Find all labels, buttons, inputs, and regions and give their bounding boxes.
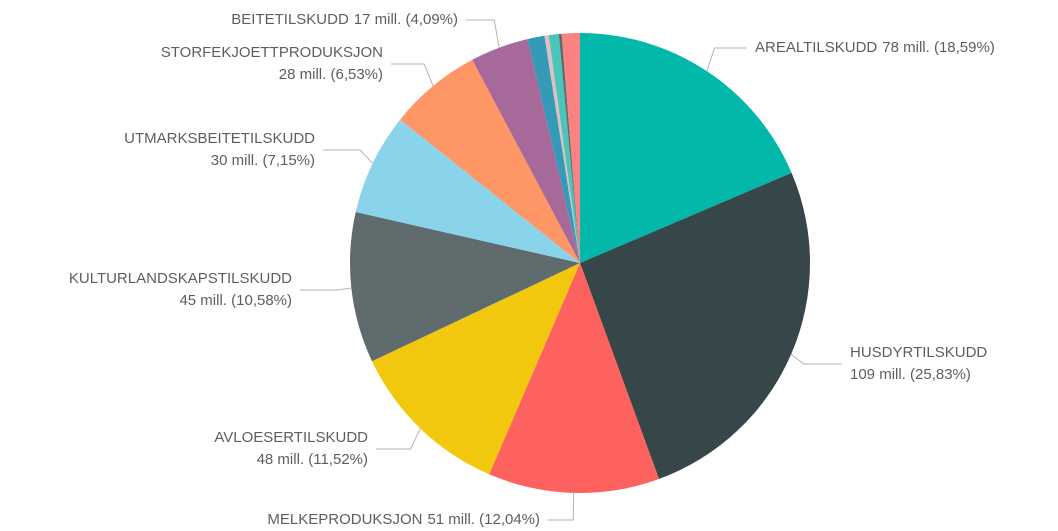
pie-slice	[355, 119, 580, 263]
data-label: AVLOESERTILSKUDD 48 mill. (11,52%)	[214, 429, 368, 468]
pie-slice	[561, 33, 580, 263]
data-label: AREALTILSKUDD 78 mill. (18,59%)	[755, 39, 995, 56]
leader-line	[548, 492, 575, 521]
pie-slice	[527, 35, 580, 263]
data-label: KULTURLANDSKAPSTILSKUDD 45 mill. (10,58%)	[69, 270, 292, 309]
value-label: 30 mill. (7,15%)	[211, 152, 315, 169]
category-label: AVLOESERTILSKUDD	[214, 429, 368, 446]
value-label: 17 mill. (4,09%)	[354, 11, 458, 28]
data-label: MELKEPRODUKSJON 51 mill. (12,04%)	[267, 511, 540, 528]
category-label: HUSDYRTILSKUDD	[850, 344, 987, 361]
category-label: AREALTILSKUDD	[755, 39, 877, 56]
category-label: MELKEPRODUKSJON	[267, 511, 422, 528]
leader-line	[300, 287, 352, 291]
value-label: 45 mill. (10,58%)	[179, 292, 292, 309]
data-label: BEITETILSKUDD 17 mill. (4,09%)	[231, 11, 458, 28]
value-label: 51 mill. (12,04%)	[427, 511, 540, 528]
leader-line	[706, 47, 747, 72]
pie-slice	[580, 33, 792, 263]
pie-slice	[372, 263, 580, 475]
data-label: STORFEKJOETTPRODUKSJON 28 mill. (6,53%)	[161, 44, 383, 83]
leader-line	[391, 63, 434, 87]
leader-line	[323, 149, 374, 164]
leader-line	[466, 19, 500, 48]
data-label: UTMARKSBEITETILSKUDD 30 mill. (7,15%)	[124, 130, 315, 169]
pie-slice	[580, 172, 810, 480]
category-label: STORFEKJOETTPRODUKSJON	[161, 44, 383, 61]
value-label: 48 mill. (11,52%)	[257, 451, 368, 468]
data-label: HUSDYRTILSKUDD 109 mill. (25,83%)	[850, 344, 987, 383]
value-label: 78 mill. (18,59%)	[882, 39, 995, 56]
category-label: BEITETILSKUDD	[231, 11, 349, 28]
pie-slice	[548, 33, 580, 264]
pie-slice	[489, 263, 659, 493]
pie-slice	[349, 211, 580, 362]
pie-slice	[558, 33, 580, 263]
category-label: UTMARKSBEITETILSKUDD	[124, 130, 315, 147]
category-label: KULTURLANDSKAPSTILSKUDD	[69, 270, 292, 287]
pie-slice	[544, 35, 580, 264]
value-label: 109 mill. (25,83%)	[850, 366, 971, 383]
value-label: 28 mill. (6,53%)	[279, 66, 383, 83]
leader-line	[376, 428, 421, 450]
pie-slice	[400, 59, 580, 263]
pie-slice	[472, 39, 580, 263]
leader-line	[790, 354, 842, 365]
